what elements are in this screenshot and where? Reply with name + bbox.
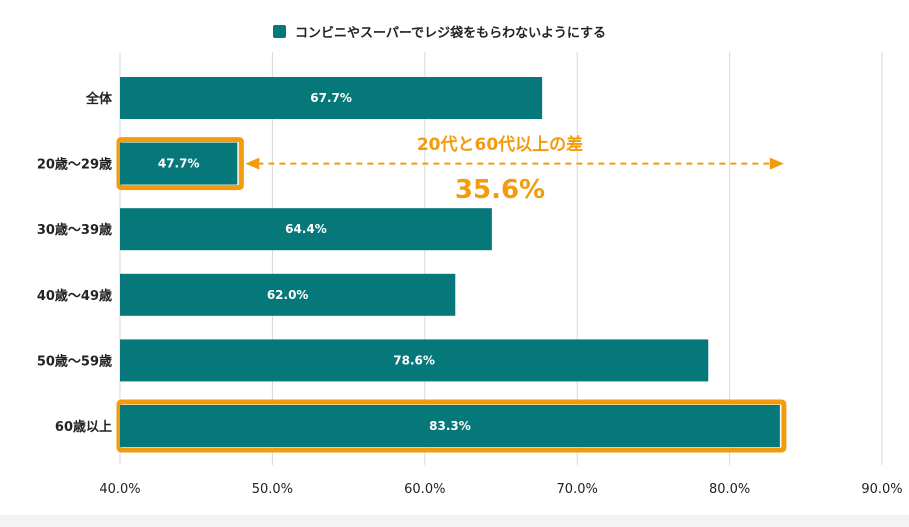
x-tick-label: 40.0% <box>99 482 140 497</box>
x-tick-label: 60.0% <box>404 482 445 497</box>
y-category-label: 30歳〜39歳 <box>37 222 112 238</box>
bar <box>120 339 709 382</box>
legend: コンビニやスーパーでレジ袋をもらわないようにする <box>273 25 606 41</box>
bar-value-label: 83.3% <box>429 419 471 433</box>
arrow-head-left <box>245 157 260 170</box>
bar <box>120 77 543 119</box>
highlight-frame <box>116 399 787 453</box>
bar <box>120 142 238 185</box>
x-tick-label: 50.0% <box>252 482 293 497</box>
annotation-value: 35.6% <box>455 175 545 205</box>
y-category-label: 20歳〜29歳 <box>37 157 112 173</box>
annotation-text: 20代と60代以上の差 <box>417 134 583 155</box>
y-category-label: 50歳〜59歳 <box>37 353 112 369</box>
bar <box>120 273 456 316</box>
bar <box>120 405 780 447</box>
x-axis: 40.0% 50.0% 60.0% 70.0% 80.0% 90.0% <box>99 482 902 497</box>
bar <box>120 208 492 251</box>
bar-value-label: 67.7% <box>310 91 352 105</box>
bar-value-label: 62.0% <box>267 288 309 302</box>
x-tick-label: 70.0% <box>557 482 598 497</box>
bar-value-label: 64.4% <box>285 222 327 236</box>
bar-value-label: 47.7% <box>158 157 200 171</box>
highlight-frame <box>116 137 244 191</box>
y-axis: 全体 20歳〜29歳 30歳〜39歳 40歳〜49歳 50歳〜59歳 60歳以上 <box>37 91 113 435</box>
y-category-label: 全体 <box>85 91 113 107</box>
legend-label: コンビニやスーパーでレジ袋をもらわないようにする <box>295 25 606 41</box>
bottom-strip <box>0 515 909 527</box>
difference-annotation: 20代と60代以上の差 35.6% <box>245 134 784 205</box>
arrow-head-right <box>769 157 784 170</box>
y-category-label: 60歳以上 <box>55 419 112 435</box>
bar-value-label: 78.6% <box>393 353 435 367</box>
grid-lines <box>119 52 883 465</box>
x-tick-label: 80.0% <box>709 482 750 497</box>
x-tick-label: 90.0% <box>861 482 902 497</box>
y-category-label: 40歳〜49歳 <box>37 288 112 304</box>
bars: 67.7% 47.7% 64.4% 62.0% 78.6% 83.3% <box>116 77 787 453</box>
legend-swatch <box>273 25 286 38</box>
